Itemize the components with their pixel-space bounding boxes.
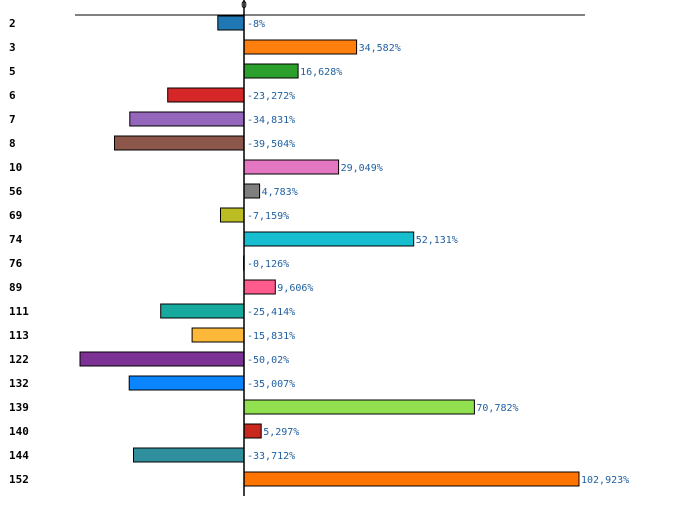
category-label-2: 2: [9, 17, 16, 30]
value-labels-group: -8% 34,582% 16,628% -23,272% -34,831% -39,504…: [247, 19, 629, 486]
category-label-122: 122: [9, 353, 29, 366]
category-label-144: 144: [9, 449, 29, 462]
bar-144: [133, 447, 245, 463]
category-label-8: 8: [9, 137, 16, 150]
bar-5: [243, 63, 299, 79]
category-label-140: 140: [9, 425, 29, 438]
value-label-111: -25,414%: [247, 307, 295, 318]
value-label-113: -15,831%: [247, 331, 295, 342]
bar-56: [243, 183, 261, 199]
value-label-132: -35,007%: [247, 379, 295, 390]
bar-74: [243, 231, 415, 247]
category-labels-group: 2356781056697476891111131221321391401441…: [9, 17, 29, 486]
bar-140: [243, 423, 262, 439]
bar-89: [243, 279, 276, 295]
bar-8: [114, 135, 245, 151]
value-label-8: -39,504%: [247, 139, 295, 150]
category-label-152: 152: [9, 473, 29, 486]
value-label-2: -8%: [247, 19, 265, 30]
category-label-89: 89: [9, 281, 22, 294]
bar-10: [243, 159, 340, 175]
category-label-69: 69: [9, 209, 22, 222]
category-label-132: 132: [9, 377, 29, 390]
bar-132: [128, 375, 245, 391]
value-label-69: -7,159%: [247, 211, 289, 222]
bar-6: [167, 87, 245, 103]
bar-111: [160, 303, 245, 319]
value-label-3: 34,582%: [359, 43, 401, 54]
value-label-56: 4,783%: [262, 187, 298, 198]
category-label-139: 139: [9, 401, 29, 414]
category-label-113: 113: [9, 329, 29, 342]
value-label-139: 70,782%: [476, 403, 518, 414]
bar-122: [79, 351, 245, 367]
bar-3: [243, 39, 358, 55]
bars-group: [79, 15, 580, 487]
category-label-6: 6: [9, 89, 16, 102]
category-label-3: 3: [9, 41, 16, 54]
value-label-74: 52,131%: [416, 235, 458, 246]
value-label-6: -23,272%: [247, 91, 295, 102]
category-label-10: 10: [9, 161, 22, 174]
value-label-5: 16,628%: [300, 67, 342, 78]
bar-113: [191, 327, 245, 343]
value-label-76: -0,126%: [247, 259, 289, 270]
value-label-122: -50,02%: [247, 355, 289, 366]
bar-7: [129, 111, 245, 127]
category-label-74: 74: [9, 233, 23, 246]
value-label-89: 9,606%: [277, 283, 313, 294]
bar-69: [220, 207, 245, 223]
category-label-111: 111: [9, 305, 29, 318]
category-label-76: 76: [9, 257, 23, 270]
value-label-10: 29,049%: [341, 163, 383, 174]
bar-2: [217, 15, 245, 31]
value-label-7: -34,831%: [247, 115, 295, 126]
category-label-56: 56: [9, 185, 23, 198]
value-label-140: 5,297%: [263, 427, 299, 438]
bar-139: [243, 399, 475, 415]
category-label-5: 5: [9, 65, 16, 78]
category-label-7: 7: [9, 113, 16, 126]
value-label-144: -33,712%: [247, 451, 295, 462]
bar-152: [243, 471, 580, 487]
value-label-152: 102,923%: [581, 475, 629, 486]
